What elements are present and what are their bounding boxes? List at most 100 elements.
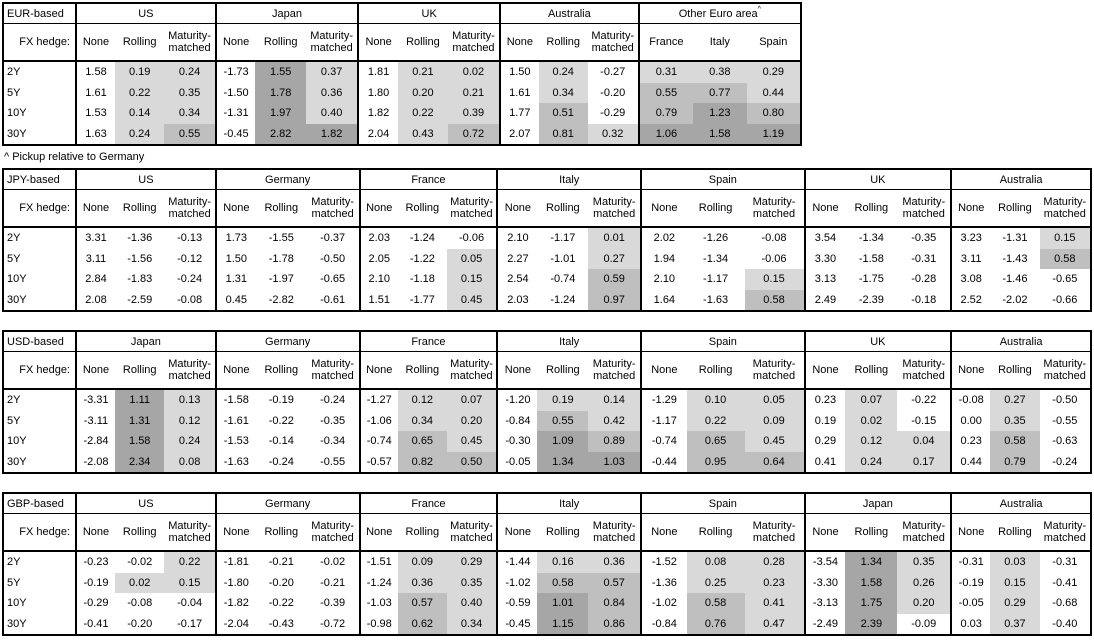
- value-cell: -1.63: [703, 293, 729, 306]
- hedge-col-header: None: [366, 526, 393, 538]
- fx-hedge-row: FX hedge: None Rolling Maturity-matched None…: [4, 24, 800, 62]
- value-cell: 0.44: [746, 82, 800, 103]
- group-values: 1.64 -1.63 0.58: [642, 289, 806, 310]
- value-cell: -0.06: [458, 232, 485, 245]
- hedge-col-header: Rolling: [264, 364, 299, 376]
- value-cell: -0.05: [958, 597, 984, 610]
- group-headers: None Rolling Maturity-matched: [217, 24, 360, 60]
- group-values: 1.63 0.24 0.55: [77, 123, 217, 144]
- value-cell: -2.49: [812, 617, 838, 630]
- hedge-col-header: None: [504, 526, 532, 538]
- tenor-label: 2Y: [4, 552, 77, 573]
- value-cell: -1.18: [409, 273, 435, 286]
- group-values: -1.27 0.12 0.07: [361, 390, 499, 411]
- value-cell: 2.52: [960, 293, 982, 306]
- value-cell: -1.82: [223, 597, 249, 610]
- value-cell: -0.28: [911, 273, 937, 286]
- hedge-col-header: None: [812, 202, 839, 214]
- value-cell: -1.02: [505, 576, 531, 589]
- hedge-col-header: Rolling: [854, 364, 889, 376]
- hedge-col-header: None: [82, 526, 110, 538]
- group-values: 2.03 -1.24 -0.06: [361, 228, 499, 249]
- value-cell: -0.35: [320, 414, 346, 427]
- group-values: 1.58 0.19 0.24: [77, 62, 217, 83]
- value-cell: 0.24: [845, 451, 898, 472]
- group-values: 1.80 0.20 0.21: [359, 82, 501, 103]
- group-headers: None Rolling Maturity-matched: [361, 514, 499, 550]
- value-cell: -0.59: [505, 597, 531, 610]
- value-cell: -1.31: [223, 107, 249, 120]
- value-cell: 2.27: [507, 252, 529, 265]
- hedge-col-header: None: [958, 202, 985, 214]
- value-cell: 0.22: [114, 82, 165, 103]
- value-cell: 1.58: [85, 66, 107, 79]
- value-cell: -3.30: [812, 576, 838, 589]
- value-cell: 1.78: [255, 82, 306, 103]
- value-cell: 1.50: [509, 66, 531, 79]
- value-cell: 0.19: [814, 414, 837, 427]
- value-cell: -0.84: [505, 414, 531, 427]
- tenor-label: 10Y: [4, 431, 77, 452]
- value-cell: 0.32: [587, 123, 638, 144]
- country-header: Australia: [999, 497, 1043, 510]
- value-cell: 0.34: [398, 410, 447, 431]
- value-cell: 3.54: [814, 232, 837, 245]
- tenor-label: 2Y: [4, 62, 77, 83]
- group-values: 2.10 -1.17 0.01: [498, 228, 643, 249]
- data-row: 10Y 2.84 -1.83 -0.24 1.31 -1.97 -0.65 2.10 -1.18…: [4, 269, 1090, 290]
- value-cell: 1.09: [537, 431, 589, 452]
- hedge-col-header: Rolling: [698, 364, 733, 376]
- hedge-col-header: Maturity-matched: [452, 30, 495, 54]
- hedge-col-header: Maturity-matched: [592, 358, 636, 382]
- value-cell: 0.35: [897, 552, 951, 573]
- tenor-label: 5Y: [4, 572, 77, 593]
- value-cell: 2.34: [115, 451, 165, 472]
- value-cell: -0.44: [651, 455, 677, 468]
- hedge-col-header: None: [958, 526, 985, 538]
- hedge-col-header: Rolling: [406, 36, 440, 48]
- value-cell: 3.11: [960, 252, 982, 265]
- group-values: -2.08 2.34 0.08: [77, 451, 217, 472]
- value-cell: 1.06: [639, 123, 694, 144]
- data-row: 30Y 2.08 -2.59 -0.08 0.45 -2.82 -0.61 1.51 -1.77…: [4, 289, 1090, 310]
- group-spain: Spain: [642, 170, 806, 189]
- value-cell: -0.29: [600, 107, 626, 120]
- data-row: 10Y -2.84 1.58 0.24 -1.53 -0.14 -0.34 -0.74 0.65…: [4, 431, 1090, 452]
- value-cell: 3.23: [960, 232, 982, 245]
- value-cell: 0.65: [686, 431, 745, 452]
- value-cell: 0.02: [447, 62, 499, 83]
- value-cell: -1.58: [858, 252, 884, 265]
- value-cell: -0.63: [1052, 435, 1078, 448]
- data-row: 2Y 1.58 0.19 0.24 -1.73 1.55 0.37 1.81 0.21 0.02 1…: [4, 62, 800, 83]
- hedge-col-header: Maturity-matched: [168, 196, 211, 220]
- value-cell: 0.86: [588, 613, 641, 634]
- value-cell: -2.59: [127, 293, 153, 306]
- group-values: 0.23 0.58 -0.63: [952, 431, 1090, 452]
- group-values: 1.94 -1.34 -0.06: [642, 248, 806, 269]
- value-cell: -2.39: [858, 293, 884, 306]
- value-cell: -1.02: [651, 597, 677, 610]
- hedge-col-header: Rolling: [998, 202, 1032, 214]
- value-cell: -0.18: [911, 293, 937, 306]
- country-header: Germany: [265, 335, 311, 348]
- value-cell: 1.19: [746, 123, 800, 144]
- value-cell: 0.22: [686, 410, 745, 431]
- value-cell: 1.58: [115, 431, 165, 452]
- value-cell: -0.45: [223, 127, 249, 140]
- hedge-col-header: Maturity-matched: [902, 196, 946, 220]
- group-headers: None Rolling Maturity-matched: [806, 190, 953, 226]
- value-cell: 0.37: [305, 62, 358, 83]
- group-values: -2.04 -0.43 -0.72: [217, 613, 361, 634]
- fx-hedge-row: FX hedge: None Rolling Maturity-matched None…: [4, 352, 1090, 390]
- value-cell: 0.16: [537, 552, 589, 573]
- value-cell: 0.21: [447, 82, 499, 103]
- table-jpy-based: JPY-based US Germany France Italy Spain UK Aust…: [2, 168, 1092, 312]
- value-cell: 0.20: [397, 82, 448, 103]
- group-germany: Germany: [217, 332, 361, 351]
- value-cell: 1.58: [693, 123, 747, 144]
- data-row: 2Y -3.31 1.11 0.13 -1.58 -0.19 -0.24 -1.27 0.12 0…: [4, 390, 1090, 411]
- group-values: -0.19 0.15 -0.41: [952, 572, 1090, 593]
- value-cell: -0.12: [177, 252, 203, 265]
- value-cell: 0.58: [1039, 248, 1090, 269]
